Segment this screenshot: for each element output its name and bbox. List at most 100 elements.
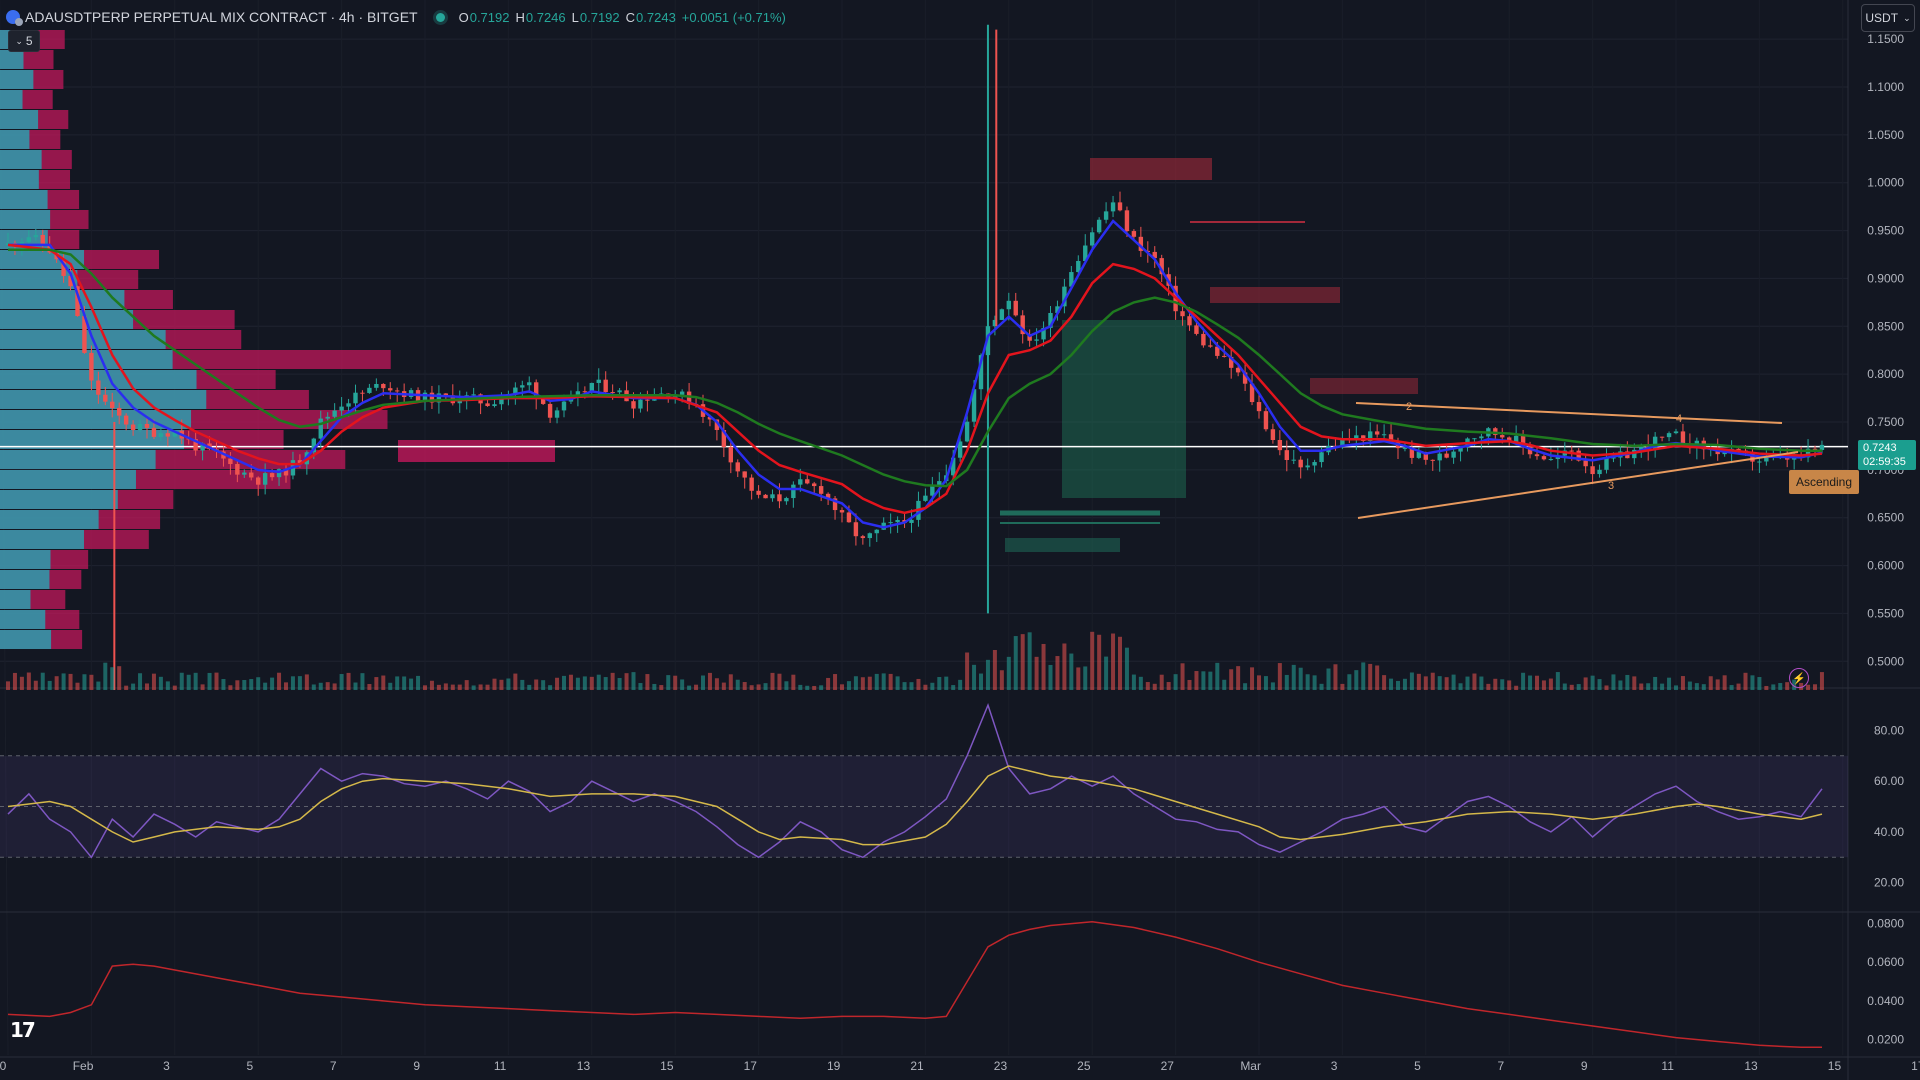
volume-bar <box>436 684 441 690</box>
candle-body <box>1597 469 1602 475</box>
candle-body <box>1194 325 1199 334</box>
volume-bar <box>381 675 386 690</box>
volume-bar <box>1757 677 1762 690</box>
volume-bar <box>1444 677 1449 690</box>
volume-bar <box>1396 680 1400 690</box>
volume-bar <box>1715 679 1720 690</box>
candle-body <box>1069 272 1074 287</box>
candle-body <box>68 275 73 287</box>
symbol-header[interactable]: ADAUSDTPERP PERPETUAL MIX CONTRACT · 4h … <box>6 6 786 28</box>
volume-bar <box>1701 684 1706 690</box>
volume-bar <box>548 685 553 690</box>
candle-body <box>923 495 928 501</box>
indicators-toggle-button[interactable]: ⌄ 5 <box>8 30 40 52</box>
volume-bar <box>1458 683 1463 690</box>
volume-bar <box>1618 680 1623 690</box>
candle-body <box>1048 312 1053 328</box>
volume-bar <box>1076 667 1081 690</box>
volume-bar <box>1555 672 1560 690</box>
volume-bar <box>603 677 608 690</box>
candle-body <box>1152 251 1157 259</box>
candle-body <box>1368 431 1373 441</box>
candle-body <box>235 464 240 475</box>
candle-body <box>1229 356 1234 368</box>
candle-body <box>540 398 546 404</box>
currency-select[interactable]: USDT ⌄ <box>1861 4 1915 32</box>
volume-bar <box>131 683 136 690</box>
candle-body <box>1576 450 1581 461</box>
volume-bar <box>1667 677 1672 690</box>
volume-bar <box>1708 676 1713 690</box>
time-tick-label: 9 <box>1581 1059 1588 1073</box>
bottom-tick-label: 0.0400 <box>1867 994 1904 1008</box>
volume-bar <box>346 672 351 690</box>
candle-body <box>1354 435 1359 441</box>
wave-label: 3 <box>1608 480 1614 492</box>
volume-bar <box>1347 674 1352 690</box>
candle-body <box>40 234 45 246</box>
volume-bar <box>798 684 803 690</box>
candle-body <box>1416 452 1422 458</box>
volume-bar <box>1674 685 1678 690</box>
volume-bar <box>1319 683 1324 690</box>
time-tick-label: 30 <box>0 1059 7 1073</box>
time-tick-label: 11 <box>494 1059 507 1073</box>
volume-bar <box>221 679 226 690</box>
volume-profile-bar <box>0 570 50 589</box>
volume-bar <box>1104 656 1109 690</box>
candle-body <box>930 486 935 496</box>
volume-bar <box>172 685 177 690</box>
volume-bar <box>1027 632 1032 690</box>
tradingview-logo-icon[interactable]: 17 <box>10 1018 36 1042</box>
volume-bar <box>1145 682 1150 690</box>
symbol-title[interactable]: ADAUSDTPERP PERPETUAL MIX CONTRACT · 4h … <box>25 9 418 25</box>
time-tick-label: 13 <box>577 1059 591 1073</box>
volume-bar <box>1423 676 1428 690</box>
candle-body <box>1242 372 1248 384</box>
candle-body <box>82 316 87 353</box>
volume-bar <box>575 677 580 690</box>
lightning-icon[interactable]: ⚡ <box>1789 668 1809 688</box>
volume-bar <box>1006 656 1011 690</box>
price-tick-label: 0.5000 <box>1867 654 1904 668</box>
volume-bar <box>207 672 212 690</box>
volume-bar <box>443 683 448 690</box>
demand-zone <box>1005 538 1120 552</box>
axes: 1.1500 1.1000 1.0500 1.0000 0.9500 0.9000 0.85… <box>0 32 1920 1073</box>
candle-body <box>686 391 692 404</box>
volume-bar <box>881 673 886 690</box>
volume-bar <box>1625 674 1630 690</box>
volume-bar <box>777 673 782 690</box>
candle-body <box>283 469 289 476</box>
volume-bar <box>874 673 879 690</box>
candle-body <box>596 379 601 383</box>
volume-bar <box>124 685 129 690</box>
candle-body <box>33 234 38 238</box>
volume-profile <box>0 30 391 649</box>
volume-profile-poc <box>398 440 555 462</box>
candle-body <box>638 399 643 409</box>
volume-bar <box>714 678 719 690</box>
volume-bar <box>756 684 761 690</box>
volume-bar <box>1222 679 1227 690</box>
volume-bar <box>853 676 858 690</box>
volume-bar <box>1604 685 1609 690</box>
volume-bar <box>1375 665 1380 690</box>
candle-body <box>818 486 824 494</box>
candle-body <box>165 433 171 437</box>
candle-body <box>1548 459 1554 461</box>
volume-bar <box>624 673 629 690</box>
volume-bar <box>82 674 87 690</box>
price-change: +0.0051 (+0.71%) <box>681 9 786 25</box>
volume-bar <box>318 682 323 690</box>
candle-body <box>999 309 1005 320</box>
candle-body <box>603 379 608 393</box>
candle-body <box>721 430 727 447</box>
volume-bar <box>193 672 198 690</box>
volume-bar <box>1291 664 1296 690</box>
candle-body <box>1138 236 1144 251</box>
volume-bar <box>110 667 115 690</box>
pattern-label[interactable]: Ascending <box>1789 470 1859 494</box>
